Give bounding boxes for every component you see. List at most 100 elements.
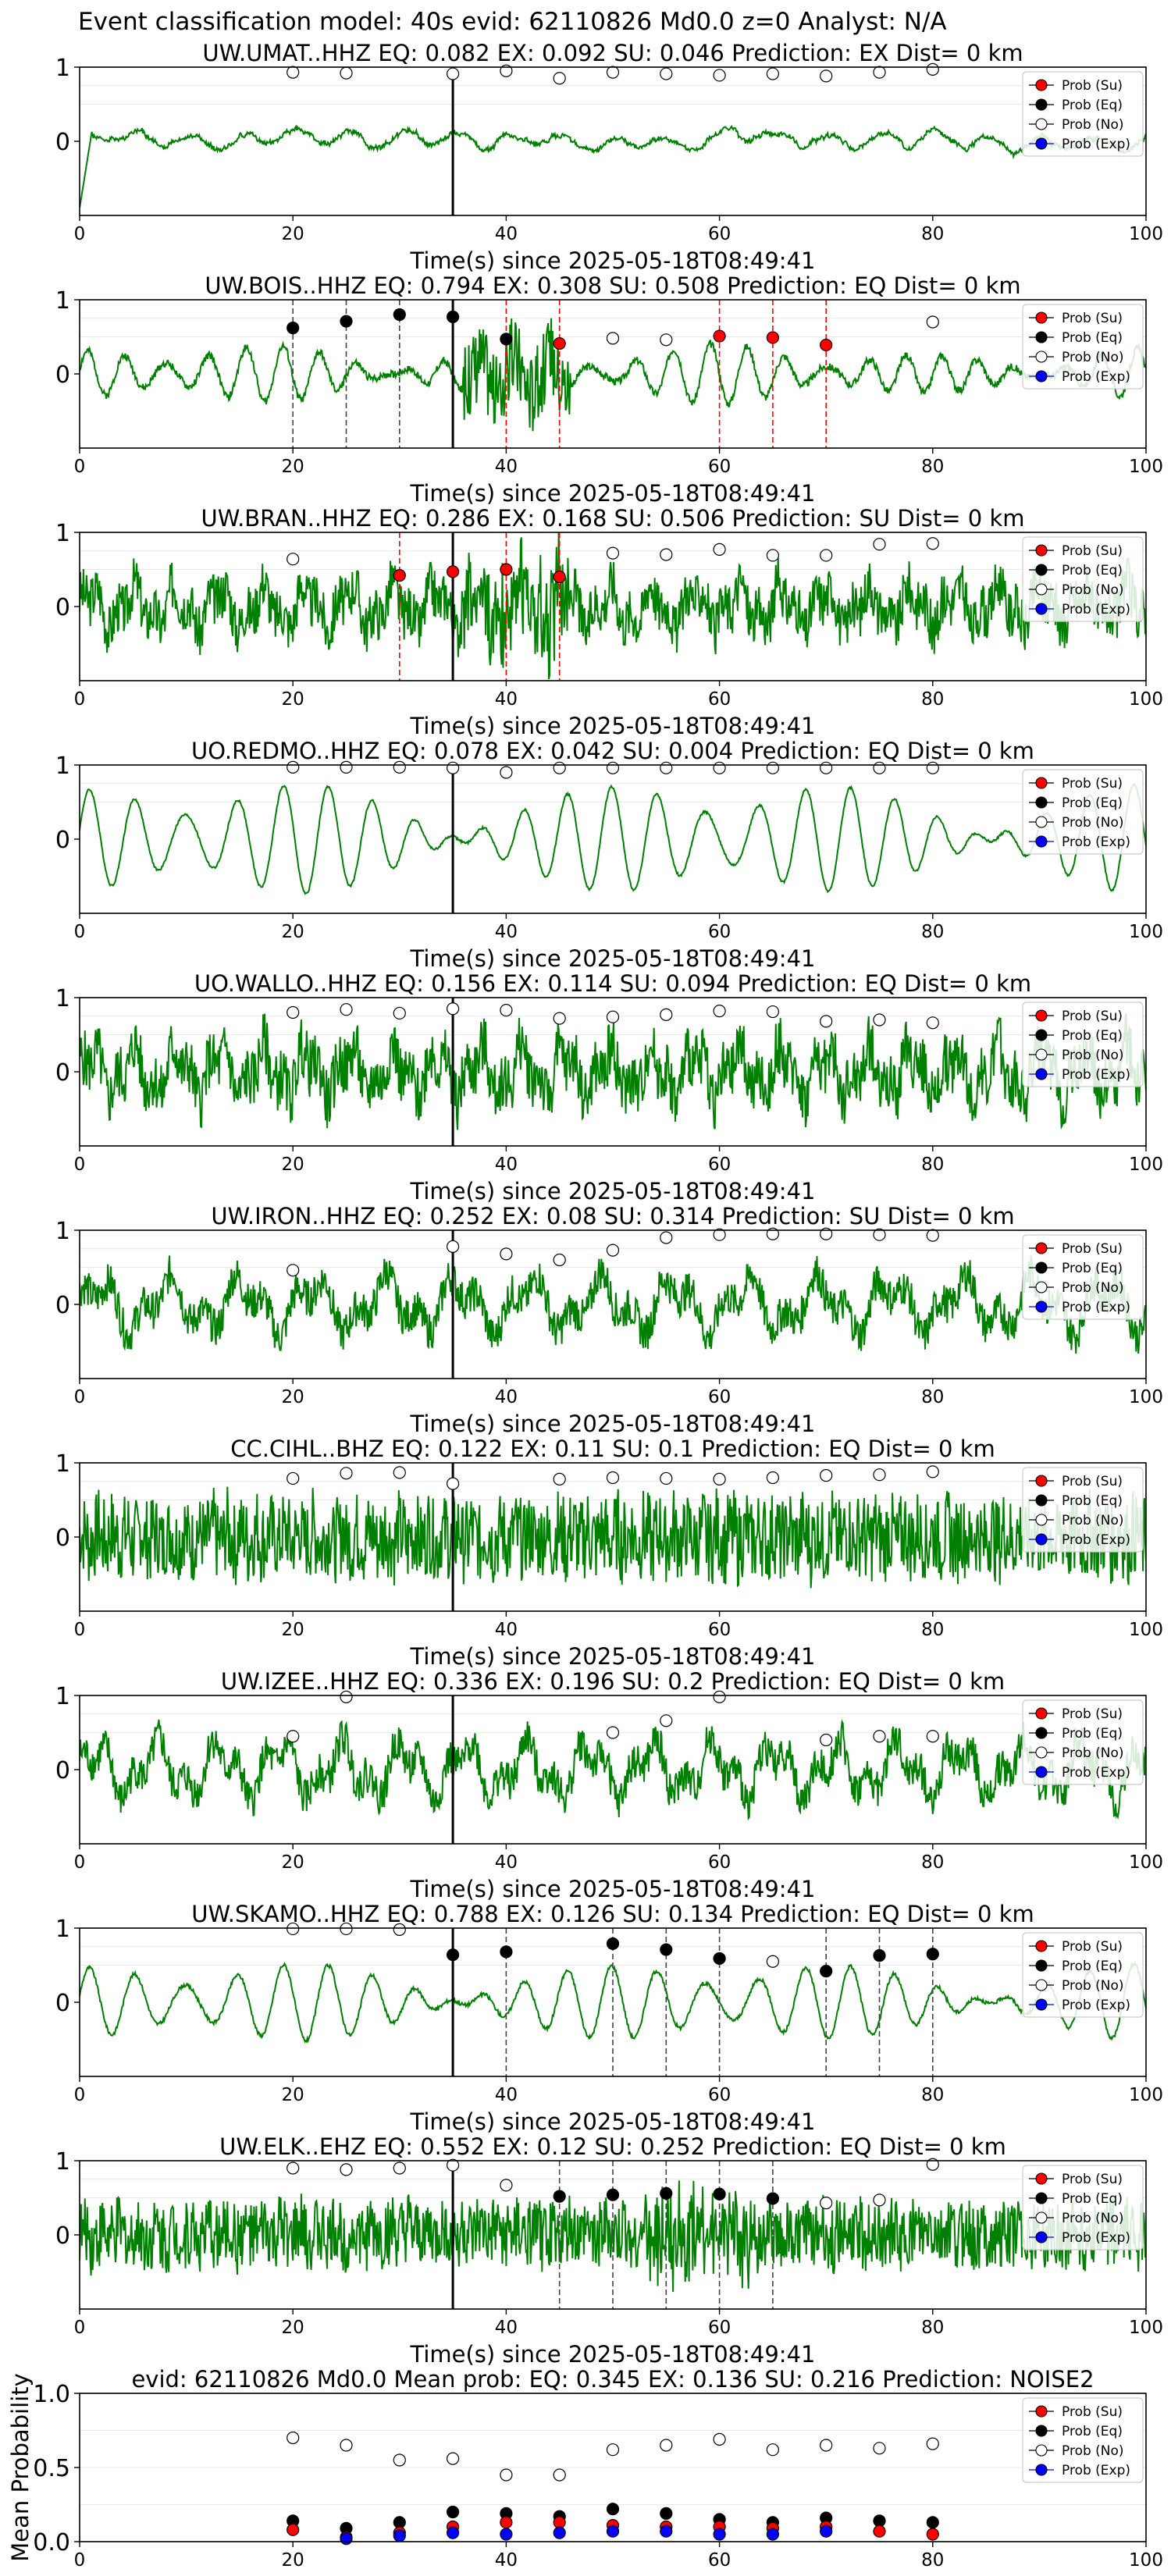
- prob-no-point: [287, 1264, 300, 1277]
- x-tick-label: 60: [708, 1620, 731, 1640]
- prob-no-point: [660, 1471, 673, 1485]
- legend-marker: [1035, 98, 1048, 111]
- y-tick-label: 0: [55, 1525, 70, 1552]
- x-tick-label: 20: [282, 1620, 304, 1640]
- legend-marker: [1035, 2425, 1048, 2437]
- legend-label: Prob (No): [1062, 2443, 1124, 2459]
- prob-no-point: [820, 761, 833, 774]
- legend-label: Prob (Su): [1062, 1474, 1123, 1489]
- y-tick-label: 0.5: [33, 2455, 70, 2482]
- prob-eq-point: [713, 1952, 726, 1966]
- legend-marker: [1035, 796, 1048, 809]
- x-tick-label: 80: [921, 2318, 944, 2338]
- legend-marker: [1035, 583, 1048, 596]
- prob-no-point: [446, 1477, 460, 1490]
- legend: Prob (Su) Prob (Eq) Prob (No) Prob (Exp): [1022, 304, 1144, 390]
- prob-no-point: [606, 761, 620, 774]
- prob-su-point: [553, 336, 566, 350]
- prob-no-point: [873, 2442, 886, 2455]
- prob-no-point: [766, 67, 780, 80]
- prob-no-point: [287, 2161, 300, 2175]
- prob-no-point: [340, 2163, 353, 2176]
- prob-no-point: [873, 1468, 886, 1482]
- prob-eq-point: [660, 2186, 673, 2200]
- x-tick-label: 60: [708, 689, 731, 710]
- legend: Prob (Su) Prob (Eq) Prob (No) Prob (Exp): [1022, 1699, 1144, 1785]
- prob-no-point: [873, 1013, 886, 1026]
- legend-marker: [1035, 370, 1048, 382]
- prob-no-point: [820, 2197, 833, 2210]
- prob-no-point: [713, 761, 726, 774]
- waveform-trace: [80, 124, 1146, 208]
- prob-exp-point: [766, 2528, 780, 2541]
- y-tick-label: 0: [55, 1059, 70, 1087]
- prob-no-point: [287, 66, 300, 79]
- x-tick-label: 100: [1129, 1620, 1163, 1640]
- prob-eq-point: [606, 2188, 620, 2201]
- prob-no-point: [446, 1240, 460, 1254]
- legend-label: Prob (Eq): [1062, 98, 1123, 113]
- legend-marker: [1035, 777, 1048, 789]
- prob-no-point: [606, 66, 620, 79]
- legend-label: Prob (Eq): [1062, 1493, 1123, 1509]
- prob-no-point: [393, 1466, 406, 1479]
- panel-title: UW.BOIS..HHZ EQ: 0.794 EX: 0.308 SU: 0.5…: [205, 272, 1020, 299]
- prob-no-point: [820, 2439, 833, 2452]
- prob-no-point: [713, 1004, 726, 1018]
- legend-marker: [1035, 2192, 1048, 2204]
- prob-no-point: [660, 548, 673, 561]
- prob-no-point: [820, 549, 833, 562]
- legend-marker: [1035, 1048, 1048, 1061]
- prob-eq-point: [820, 1965, 833, 1978]
- x-tick-label: 80: [921, 922, 944, 942]
- prob-no-point: [500, 766, 513, 779]
- x-tick-label: 20: [282, 1387, 304, 1407]
- x-tick-label: 40: [495, 2550, 518, 2571]
- legend-label: Prob (Exp): [1062, 2463, 1130, 2478]
- x-axis-label: Time(s) since 2025-05-18T08:49:41: [410, 1178, 816, 1204]
- legend-marker: [1035, 1746, 1048, 1759]
- legend-box: [1022, 536, 1144, 622]
- prob-no-point: [393, 2161, 406, 2175]
- prob-eq-point: [500, 333, 513, 346]
- legend: Prob (Su) Prob (Eq) Prob (No) Prob (Exp): [1022, 2397, 1144, 2483]
- prob-no-point: [926, 2437, 939, 2450]
- prob-no-point: [820, 69, 833, 83]
- x-tick-label: 80: [921, 1155, 944, 1175]
- legend-marker: [1035, 331, 1048, 343]
- waveform-trace: [80, 1013, 1146, 1130]
- prob-no-point: [660, 1008, 673, 1021]
- x-tick-label: 100: [1129, 224, 1163, 244]
- prob-no-point: [553, 761, 566, 774]
- legend-label: Prob (Su): [1062, 78, 1123, 94]
- y-tick-label: 1: [55, 1218, 70, 1245]
- y-tick-label: 1: [55, 55, 70, 82]
- x-tick-label: 60: [708, 224, 731, 244]
- legend-label: Prob (Eq): [1062, 1028, 1123, 1044]
- y-tick-label: 0: [55, 2222, 70, 2250]
- prob-eq-point: [606, 2503, 620, 2516]
- prob-no-point: [766, 1005, 780, 1019]
- legend-marker: [1035, 1281, 1048, 1293]
- prob-no-point: [287, 1730, 300, 1743]
- panel-11: evid: 62110826 Md0.0 Mean prob: EQ: 0.34…: [7, 2366, 1163, 2571]
- prob-no-point: [926, 761, 939, 774]
- x-tick-label: 100: [1129, 2318, 1163, 2338]
- legend-marker: [1035, 2405, 1048, 2418]
- x-tick-label: 0: [74, 1620, 86, 1640]
- y-tick-label: 0: [55, 1292, 70, 1319]
- prob-exp-point: [340, 2532, 353, 2546]
- prob-eq-point: [500, 1945, 513, 1959]
- legend-marker: [1035, 1242, 1048, 1254]
- y-tick-label: 1: [55, 753, 70, 780]
- legend-marker: [1035, 79, 1048, 91]
- legend: Prob (Su) Prob (Eq) Prob (No) Prob (Exp): [1022, 536, 1144, 622]
- legend-label: Prob (Eq): [1062, 1726, 1123, 1742]
- x-tick-label: 60: [708, 2318, 731, 2338]
- legend-label: Prob (No): [1062, 2211, 1124, 2226]
- prob-no-point: [873, 2194, 886, 2207]
- x-tick-label: 40: [495, 1155, 518, 1175]
- legend-label: Prob (Su): [1062, 2172, 1123, 2187]
- legend-marker: [1035, 835, 1048, 848]
- x-tick-label: 40: [495, 224, 518, 244]
